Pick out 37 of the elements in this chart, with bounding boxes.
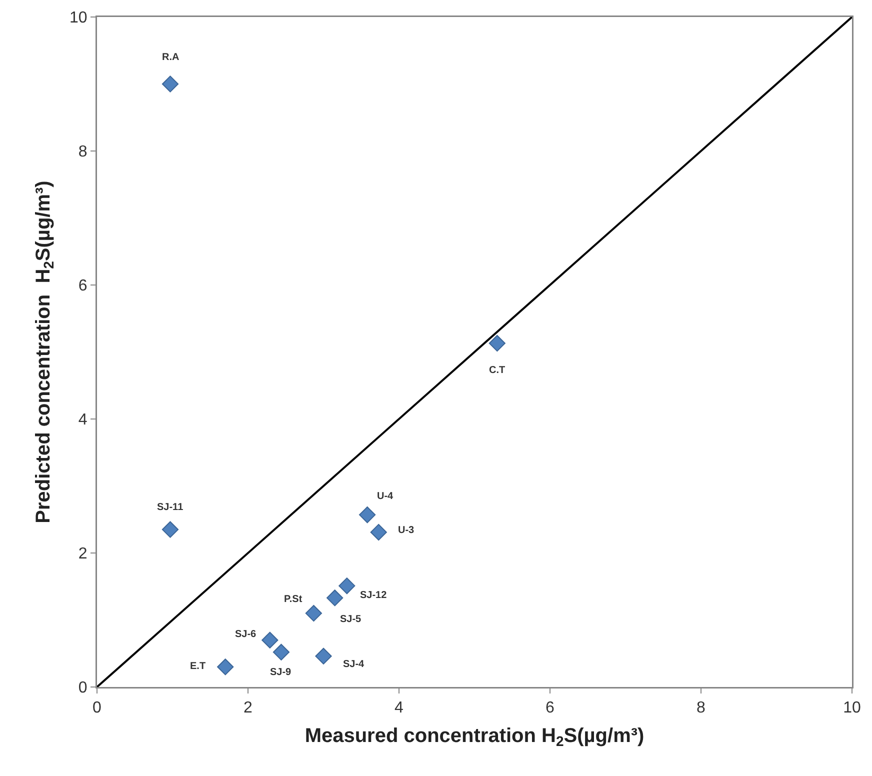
y-tick-label: 6 <box>78 278 88 295</box>
point <box>217 658 234 676</box>
annotation: E.T <box>190 661 206 672</box>
x-tick-label: 6 <box>546 700 555 717</box>
point <box>262 632 278 648</box>
annotation: R.A <box>162 52 180 63</box>
annotation: SJ-5 <box>340 614 362 625</box>
y-tick-label: 4 <box>78 412 88 429</box>
x-tick-label: 10 <box>843 700 861 717</box>
x-axis-title: Measured concentration H$_{2}$S(µg/m³) <box>304 724 644 750</box>
point <box>305 605 322 622</box>
annotation: SJ-9 <box>270 667 292 678</box>
x-tick-label: 8 <box>696 700 706 717</box>
y-tick-label: 8 <box>78 144 88 161</box>
point <box>326 590 344 606</box>
point <box>272 644 290 660</box>
annotation: SJ-11 <box>157 502 184 513</box>
annotation: U-3 <box>398 525 415 536</box>
annotation: SJ-12 <box>360 590 388 601</box>
annotation: C.T <box>489 365 506 376</box>
y-tick-label: 10 <box>70 10 88 27</box>
x-tick-label: 2 <box>244 700 253 717</box>
point <box>315 648 332 664</box>
point <box>370 524 387 541</box>
annotation: SJ-6 <box>235 629 257 640</box>
y-tick-label: 2 <box>78 546 88 563</box>
x-tick-label: 4 <box>394 700 404 717</box>
x-tick-label: 0 <box>92 700 102 717</box>
annotation: SJ-4 <box>343 659 365 670</box>
point <box>338 578 356 594</box>
annotation: U-4 <box>377 491 394 502</box>
point <box>488 334 506 352</box>
point <box>162 521 179 538</box>
y-tick-label: 0 <box>78 680 88 697</box>
annotation: P.St <box>284 594 303 605</box>
point <box>162 76 179 92</box>
point <box>358 506 376 524</box>
